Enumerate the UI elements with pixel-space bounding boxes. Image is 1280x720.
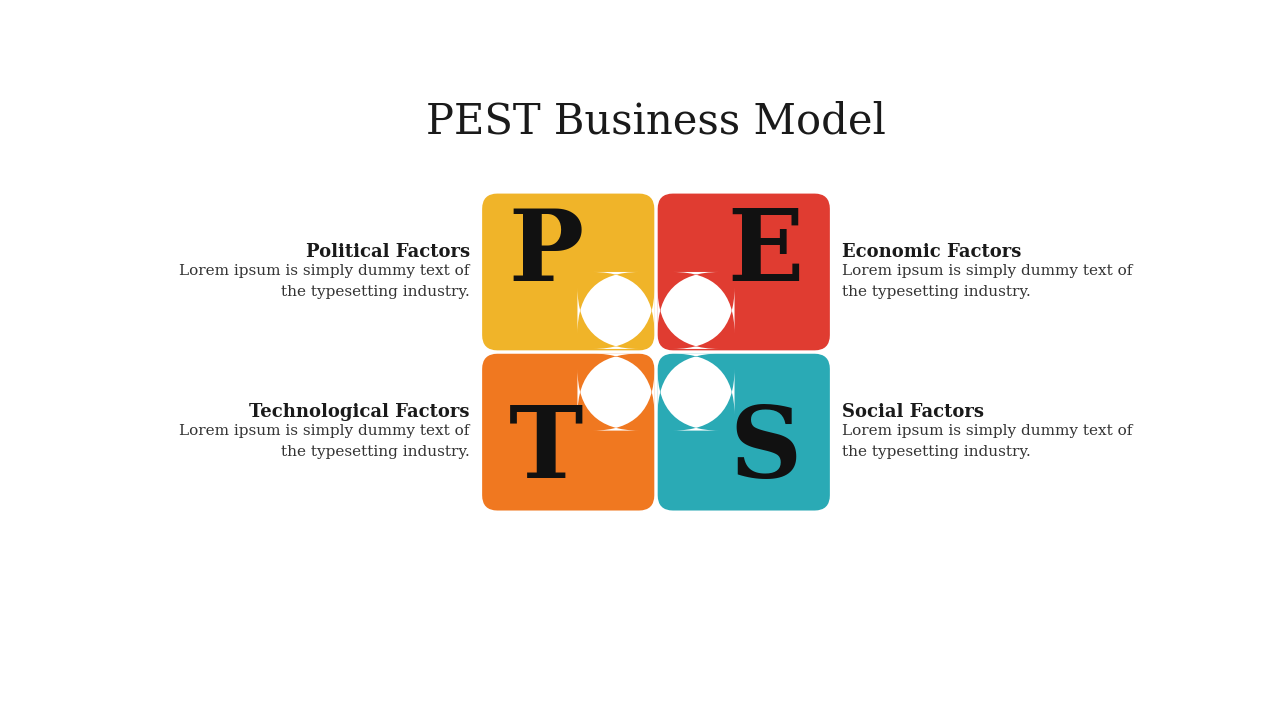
FancyBboxPatch shape: [577, 272, 654, 349]
Text: 02: 02: [678, 315, 708, 334]
Text: PEST Business Model: PEST Business Model: [426, 100, 886, 142]
FancyBboxPatch shape: [577, 354, 654, 431]
FancyBboxPatch shape: [658, 354, 735, 431]
Text: Lorem ipsum is simply dummy text of
the typesetting industry.: Lorem ipsum is simply dummy text of the …: [179, 424, 470, 459]
Text: Political Factors: Political Factors: [306, 243, 470, 261]
FancyBboxPatch shape: [659, 355, 828, 509]
Text: T: T: [509, 402, 584, 499]
FancyBboxPatch shape: [658, 272, 735, 349]
Text: 01: 01: [604, 315, 634, 334]
Text: E: E: [727, 205, 804, 302]
Text: P: P: [508, 205, 584, 302]
Text: Lorem ipsum is simply dummy text of
the typesetting industry.: Lorem ipsum is simply dummy text of the …: [842, 264, 1133, 299]
FancyBboxPatch shape: [484, 355, 653, 509]
FancyBboxPatch shape: [484, 195, 653, 349]
FancyBboxPatch shape: [659, 195, 828, 349]
Text: Economic Factors: Economic Factors: [842, 243, 1021, 261]
Text: Lorem ipsum is simply dummy text of
the typesetting industry.: Lorem ipsum is simply dummy text of the …: [842, 424, 1133, 459]
Text: Social Factors: Social Factors: [842, 403, 984, 421]
Text: Lorem ipsum is simply dummy text of
the typesetting industry.: Lorem ipsum is simply dummy text of the …: [179, 264, 470, 299]
Text: Technological Factors: Technological Factors: [250, 403, 470, 421]
Text: S: S: [730, 402, 803, 499]
Text: 03: 03: [678, 370, 708, 390]
Text: 04: 04: [604, 370, 634, 390]
